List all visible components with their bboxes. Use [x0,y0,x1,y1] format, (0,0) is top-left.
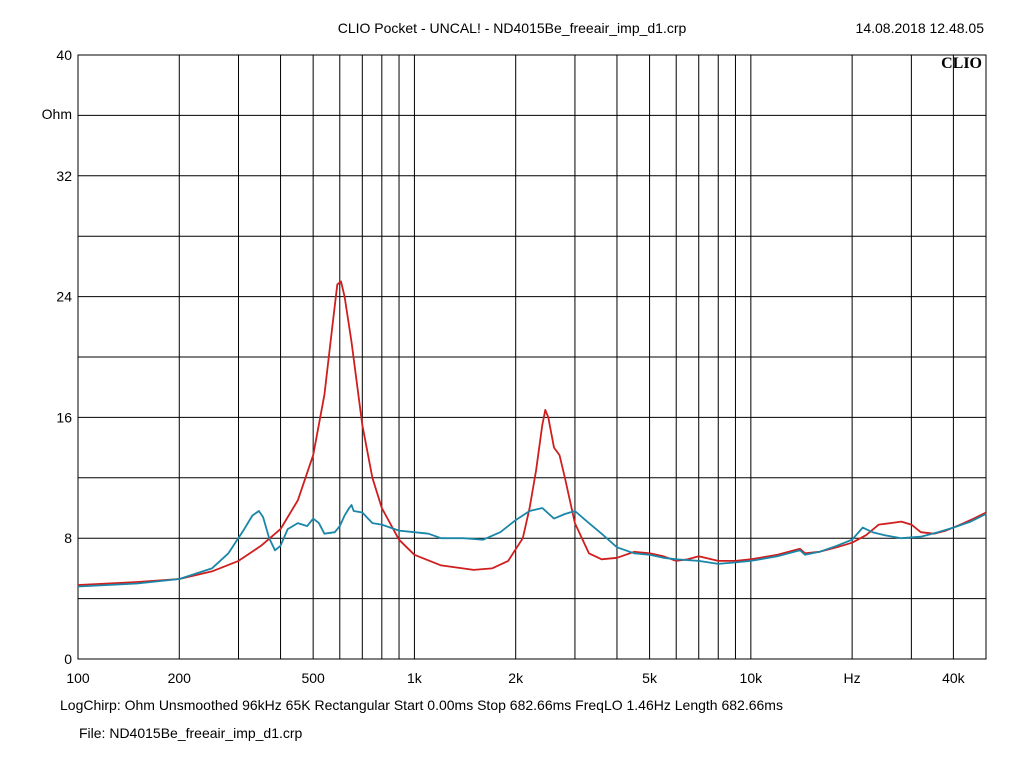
plot-frame [77,54,987,660]
y-tick-label: 8 [64,530,72,546]
x-tick-label: 100 [66,670,90,686]
clio-logo: CLIO [941,55,982,72]
series-line-1 [77,280,987,586]
chart-title: CLIO Pocket - UNCAL! - ND4015Be_freeair_… [337,20,687,36]
tick-labels: 100 200 500 1k 2k 5k 10k 40k 0 8 16 24 32 40 [56,47,965,686]
y-tick-label: 24 [56,289,72,305]
chart-grid [78,55,986,659]
y-tick-label: 32 [56,168,72,184]
y-tick-label: 40 [56,47,72,63]
x-tick-label: 5k [642,670,658,686]
y-tick-label: 16 [56,409,72,425]
chart-timestamp: 14.08.2018 12.48.05 [855,20,984,36]
y-tick-label: 0 [64,651,72,667]
y-axis-label: Ohm [42,106,72,122]
x-tick-label: 2k [508,670,524,686]
x-tick-label: 10k [740,670,764,686]
x-tick-label: 1k [407,670,423,686]
x-tick-label: 40k [942,670,966,686]
x-tick-label: 500 [301,670,325,686]
x-axis-label: Hz [844,670,861,686]
x-tick-label: 200 [168,670,192,686]
measurement-settings: LogChirp: Ohm Unsmoothed 96kHz 65K Recta… [60,697,783,713]
file-name: File: ND4015Be_freeair_imp_d1.crp [79,725,303,741]
series-layer [77,280,987,588]
series-line-2 [77,504,987,588]
